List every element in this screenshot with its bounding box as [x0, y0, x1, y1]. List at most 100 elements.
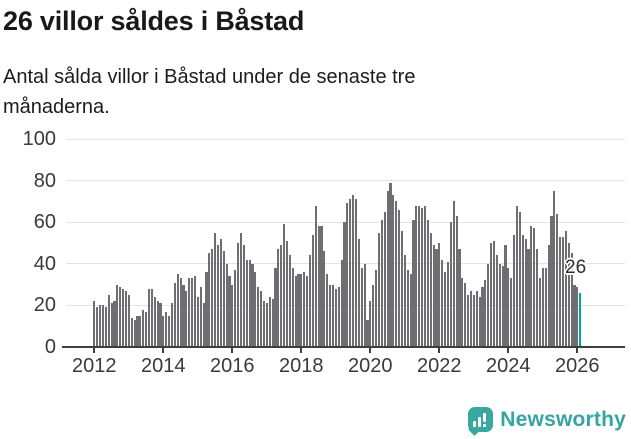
x-axis-tick-label: 2022	[417, 355, 462, 377]
bar	[357, 238, 360, 347]
bar	[561, 236, 565, 347]
bar	[432, 245, 435, 347]
bar	[145, 311, 148, 347]
bar	[205, 272, 208, 347]
y-axis-tick-label: 0	[44, 336, 56, 358]
bar	[173, 282, 176, 347]
bar	[225, 263, 228, 347]
bar	[142, 309, 145, 347]
bar	[349, 199, 352, 347]
bar	[260, 290, 263, 347]
bar	[234, 270, 237, 347]
x-axis-tick	[93, 348, 96, 353]
bar	[214, 232, 217, 347]
bar	[415, 205, 418, 347]
bar	[237, 243, 240, 347]
bar	[306, 276, 309, 347]
bar	[159, 303, 162, 347]
bar	[544, 267, 547, 347]
bar	[274, 267, 277, 347]
bar	[311, 234, 314, 347]
bar	[375, 270, 378, 347]
bar	[524, 238, 527, 347]
bar	[127, 295, 130, 347]
bar	[107, 295, 110, 347]
bar	[285, 240, 289, 347]
bar	[458, 249, 461, 347]
gridline	[66, 180, 625, 182]
bar	[409, 274, 412, 347]
x-axis-tick	[576, 348, 579, 353]
bar	[423, 205, 427, 347]
bar	[377, 232, 381, 347]
bar	[222, 251, 225, 347]
x-axis-tick-label: 2014	[141, 355, 186, 377]
bar	[412, 220, 415, 347]
page-title: 26 villor såldes i Båstad	[3, 6, 305, 36]
bar	[130, 317, 133, 347]
x-axis-tick	[231, 348, 234, 353]
bar	[93, 301, 96, 347]
bar	[541, 267, 544, 347]
bar	[429, 232, 432, 347]
bar	[219, 238, 222, 347]
bar	[170, 303, 174, 347]
bar	[455, 215, 458, 347]
bar	[124, 290, 128, 347]
bar	[168, 315, 171, 347]
bar	[498, 263, 501, 347]
bar	[331, 284, 335, 347]
bar	[452, 201, 455, 347]
bar	[251, 263, 254, 347]
bar	[446, 261, 450, 347]
bar	[438, 243, 441, 347]
bar	[326, 274, 329, 347]
bar	[343, 222, 346, 347]
bar	[110, 303, 113, 347]
bar	[492, 240, 496, 347]
bar	[418, 205, 421, 347]
x-axis-tick-label: 2012	[72, 355, 117, 377]
bar	[363, 263, 366, 347]
bar	[538, 278, 542, 347]
bar	[136, 315, 139, 347]
bar	[294, 276, 297, 347]
bar	[478, 297, 481, 347]
newsworthy-logo[interactable]: Newsworthy	[468, 407, 626, 436]
bar	[550, 215, 553, 347]
bar	[360, 267, 363, 347]
bar	[288, 255, 291, 347]
bar	[337, 286, 340, 347]
gridline	[66, 138, 625, 140]
x-axis-tick-label: 2024	[486, 355, 531, 377]
bar	[340, 259, 343, 347]
bar	[104, 307, 107, 347]
x-axis-tick	[438, 348, 441, 353]
bar	[484, 280, 487, 347]
bar	[165, 311, 168, 347]
x-axis-tick-label: 2016	[210, 355, 255, 377]
bar	[515, 205, 519, 347]
bar	[570, 253, 573, 347]
bar	[530, 226, 533, 347]
bar	[291, 267, 294, 347]
bar	[257, 286, 260, 347]
bar	[533, 228, 536, 347]
bar	[400, 230, 404, 347]
bar	[119, 286, 122, 347]
bar	[472, 295, 475, 347]
bar	[536, 249, 539, 347]
highlight-value-label: 26	[565, 257, 587, 278]
bar	[283, 224, 286, 347]
bar	[265, 303, 268, 347]
bar	[421, 207, 424, 347]
bar	[211, 249, 214, 347]
bar	[99, 305, 102, 347]
bar	[242, 245, 245, 347]
bar	[231, 284, 234, 347]
y-axis-tick-label: 60	[33, 211, 56, 234]
bar	[113, 301, 116, 347]
bar	[182, 284, 185, 347]
bar	[314, 205, 317, 347]
x-axis-tick-label: 2018	[279, 355, 324, 377]
